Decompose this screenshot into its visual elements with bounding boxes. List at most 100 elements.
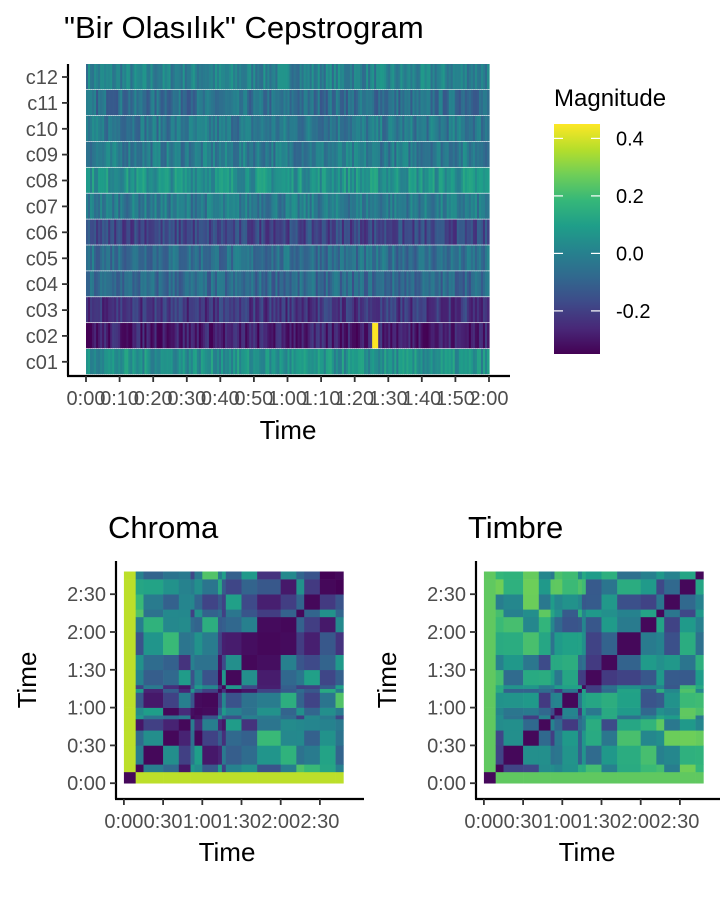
cepstrogram-cell — [317, 115, 321, 142]
cepstrogram-cell — [216, 348, 220, 375]
cepstrogram-cell — [446, 219, 450, 245]
chroma-cell — [163, 616, 180, 633]
chroma-cell — [190, 594, 195, 610]
cepstrogram-cell — [164, 271, 168, 297]
cepstrogram-cell — [120, 271, 123, 297]
cepstrogram-cell — [482, 89, 486, 116]
timbre-cell — [581, 654, 587, 671]
timbre-cell — [562, 692, 579, 708]
cepstrogram-cell — [214, 167, 218, 193]
cepstrogram-cell — [440, 89, 444, 116]
cepstrogram-cell — [486, 193, 490, 219]
chroma-cell — [241, 715, 258, 720]
cepstrogram-cell — [265, 297, 268, 323]
cepstrogram-cell — [198, 219, 202, 245]
cepstrogram-cell — [392, 167, 395, 193]
legend-title: Magnitude — [554, 85, 666, 112]
cepstrogram-cell — [327, 297, 331, 323]
cepstrogram-cell — [283, 167, 287, 193]
cepstrogram-cell — [303, 89, 307, 116]
timbre-cell — [581, 771, 587, 784]
cepstrogram-cell — [162, 193, 166, 219]
cepstrogram-cell — [331, 219, 335, 245]
cepstrogram-cell — [148, 297, 152, 323]
chroma-cell — [304, 771, 321, 784]
cepstrogram-cell — [86, 297, 89, 323]
cepstrogram-cell — [100, 219, 103, 245]
cepstrogram-cell — [370, 115, 373, 142]
chroma-cell — [335, 684, 344, 690]
chroma-cell — [225, 654, 242, 671]
cepstrogram-cell — [456, 348, 460, 375]
timbre-cell — [617, 715, 641, 720]
cepstrogram-cell — [452, 193, 456, 219]
cepstrogram-cell — [313, 167, 317, 193]
cepstrogram-cell — [200, 323, 204, 349]
cepstrogram-cell — [337, 271, 341, 297]
chroma-cell — [257, 745, 281, 765]
chroma-cell — [225, 730, 242, 746]
cepstrogram-cell — [410, 323, 414, 349]
cepstrogram-cell — [354, 271, 357, 297]
cepstrogram-cell — [86, 141, 89, 167]
timbre-cell — [550, 715, 555, 720]
cepstrogram-cell — [406, 89, 410, 116]
cepstrogram-cell — [323, 323, 327, 349]
cepstrogram-cell — [259, 115, 262, 142]
cepstrogram-cell — [382, 348, 385, 375]
chroma-cell — [217, 692, 223, 708]
cepstrogram-cell — [424, 89, 428, 116]
cepstrogram-cell — [412, 245, 416, 271]
cepstrogram-cell — [380, 297, 383, 323]
chroma-cell — [123, 764, 136, 773]
cepstrogram-cell — [414, 219, 418, 245]
cepstrogram-cell — [138, 348, 142, 375]
chroma-panel: Chroma 0:000:000:300:301:001:001:301:302… — [12, 510, 364, 867]
cepstrogram-cell — [188, 115, 192, 142]
cepstrogram-cell — [412, 115, 416, 142]
cepstrogram-cell — [335, 323, 339, 349]
cepstrogram-cell — [198, 141, 202, 167]
chroma-cell — [194, 764, 203, 773]
cepstrogram-cell — [291, 323, 295, 349]
cepstrogram-cell — [289, 167, 293, 193]
cepstrogram-cell — [180, 193, 184, 219]
cepstrogram-cell — [150, 245, 154, 271]
cepstrogram-cell — [339, 89, 343, 116]
cepstrogram-cell — [277, 297, 281, 323]
cepstrogram-cell — [462, 297, 466, 323]
timbre-cell — [495, 669, 504, 686]
cepstrogram-cell — [376, 141, 379, 167]
cepstrogram-cell — [450, 64, 454, 90]
chroma-cell — [304, 616, 321, 633]
chroma-cell — [241, 579, 258, 595]
chroma-cell — [123, 579, 136, 595]
cepstrogram-cell — [227, 141, 230, 167]
cepstrogram-cell — [482, 167, 486, 193]
cepstrogram-cell — [412, 271, 416, 297]
chroma-cell — [143, 654, 164, 671]
cepstrogram-cell — [440, 167, 444, 193]
cepstrogram-cell — [446, 193, 450, 219]
cepstrogram-cell — [257, 141, 260, 167]
cepstrogram-cell — [297, 193, 301, 219]
cepstrogram-cell — [126, 271, 129, 297]
cepstrogram-cell — [140, 193, 144, 219]
cepstrogram-cell — [392, 193, 395, 219]
cepstrogram-cell — [366, 271, 369, 297]
cepstrogram-cell — [168, 219, 172, 245]
cepstrogram-cell — [96, 141, 99, 167]
chroma-cell — [163, 654, 180, 671]
cepstrogram-cell — [341, 89, 345, 116]
cepstrogram-cell — [265, 193, 268, 219]
cepstrogram-cell — [331, 245, 335, 271]
cepstrogram-cell — [245, 64, 248, 90]
chroma-cell — [143, 745, 164, 765]
cepstrogram-cell — [347, 193, 351, 219]
cepstrogram-cell — [116, 245, 119, 271]
cepstrogram-cell — [349, 89, 353, 116]
cepstrogram-cell — [307, 141, 311, 167]
cepstrogram-cell — [462, 323, 466, 349]
timbre-x-tick-label: 2:30 — [660, 811, 699, 833]
cepstrogram-cell — [368, 219, 371, 245]
